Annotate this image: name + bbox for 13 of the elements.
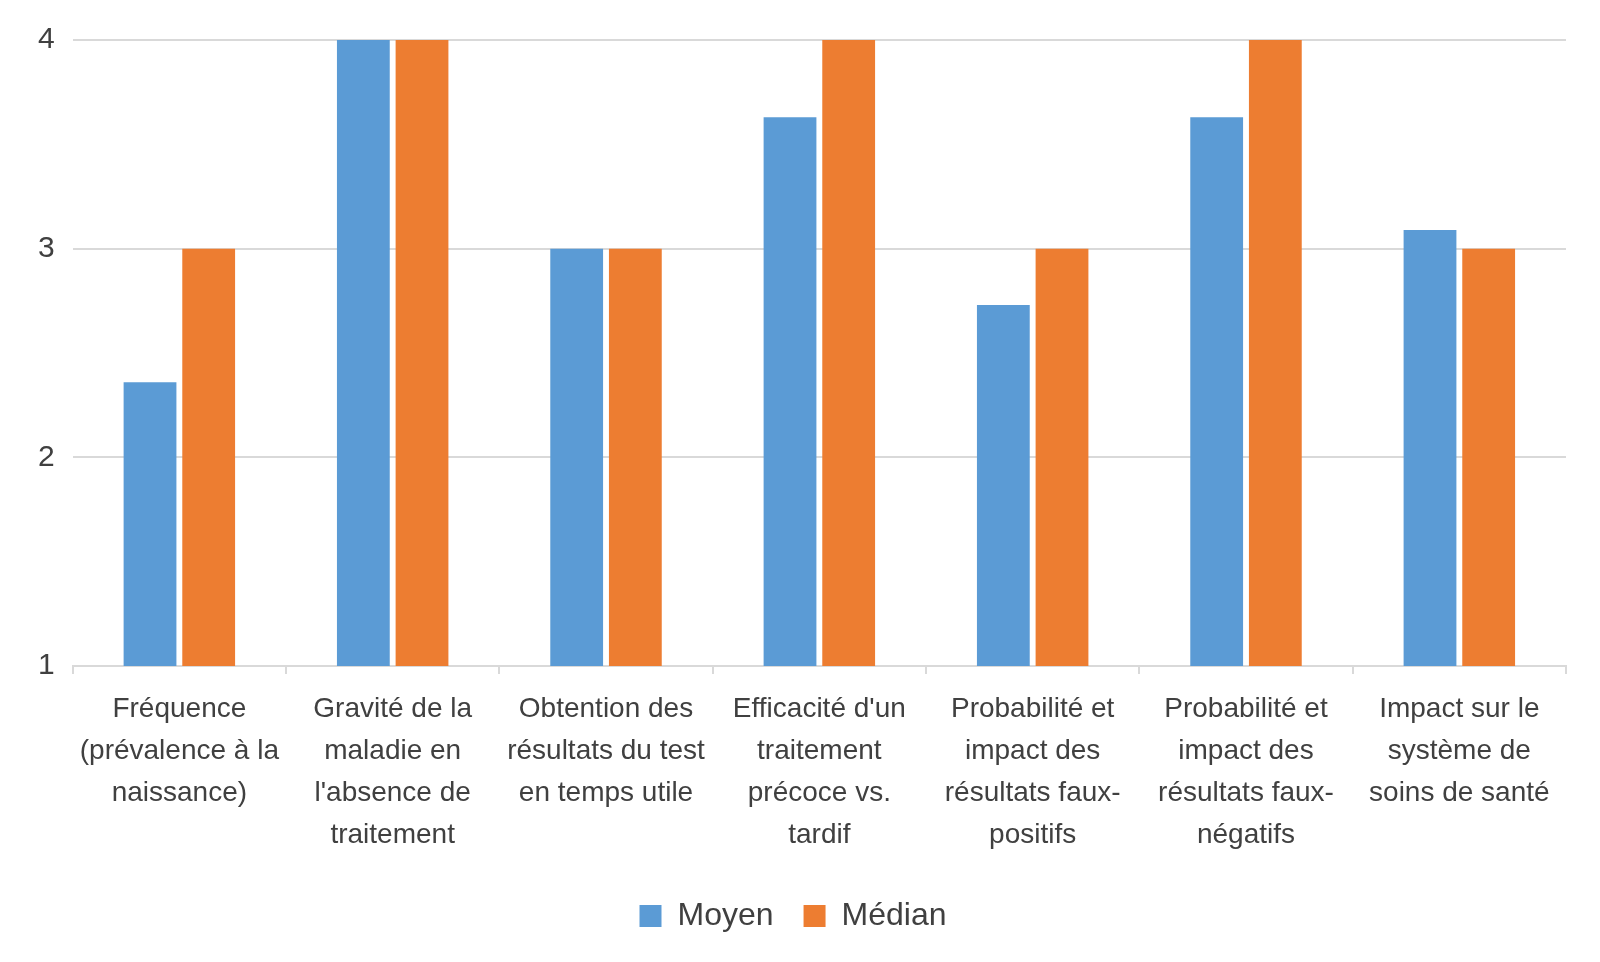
y-tick-label: 4	[38, 21, 55, 55]
legend-label: Médian	[841, 895, 947, 932]
x-tick-label: Probabilité et impact des résultats faux-négatifs	[1158, 691, 1334, 849]
x-tick-label: Efficacité d'un traitement précoce vs. tardif	[732, 691, 906, 849]
x-tick-label: Fréquence (prévalence à la naissance)	[79, 691, 280, 807]
x-tick-label: Impact sur le système de soins de santé	[1369, 691, 1550, 807]
y-tick-label: 2	[38, 438, 55, 472]
x-tick-label: Gravité de la maladie en l'absence de traitement	[313, 691, 473, 849]
x-tick-label: Obtention des résultats du test en temps utile	[507, 691, 706, 807]
x-tick-label: Probabilité et impact des résultats faux-positifs	[944, 691, 1121, 849]
legend-label: Moyen	[677, 895, 774, 932]
y-tick-label: 1	[38, 647, 55, 681]
y-tick-label: 3	[38, 229, 55, 263]
